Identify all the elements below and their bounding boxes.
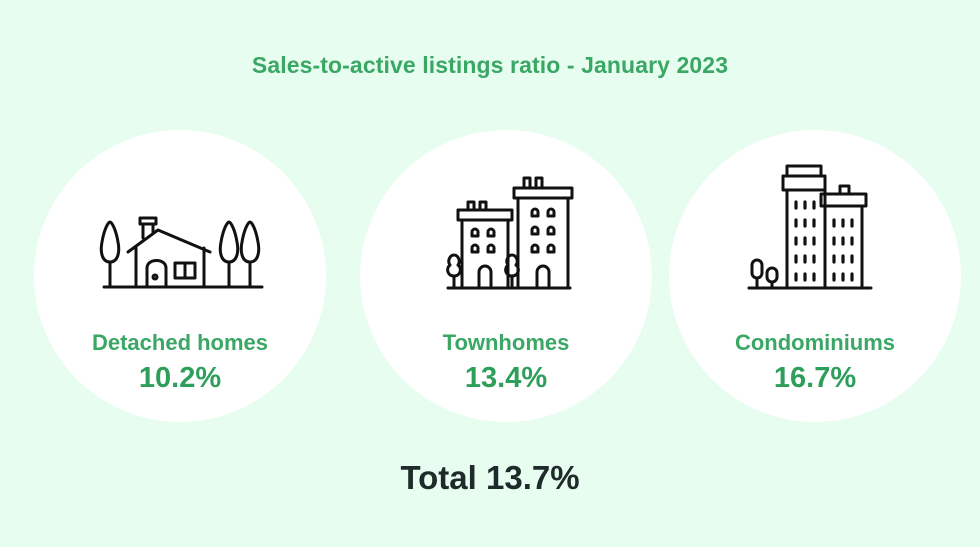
detached-homes-card: Detached homes 10.2% [34, 130, 326, 422]
infographic-title: Sales-to-active listings ratio - January… [251, 52, 729, 78]
condominiums-card: Condominiums 16.7% [669, 130, 961, 422]
category-label: Detached homes [91, 330, 269, 355]
category-value: 10.2% [138, 362, 222, 394]
total-ratio: Total 13.7% [400, 459, 580, 496]
condo-towers-icon [669, 130, 961, 310]
category-value: 13.4% [464, 362, 548, 394]
category-label: Townhomes [442, 330, 570, 355]
townhomes-card: Townhomes 13.4% [360, 130, 652, 422]
townhouse-buildings-icon [360, 130, 652, 310]
category-value: 16.7% [773, 362, 857, 394]
house-icon [34, 130, 326, 310]
category-label: Condominiums [734, 330, 896, 355]
